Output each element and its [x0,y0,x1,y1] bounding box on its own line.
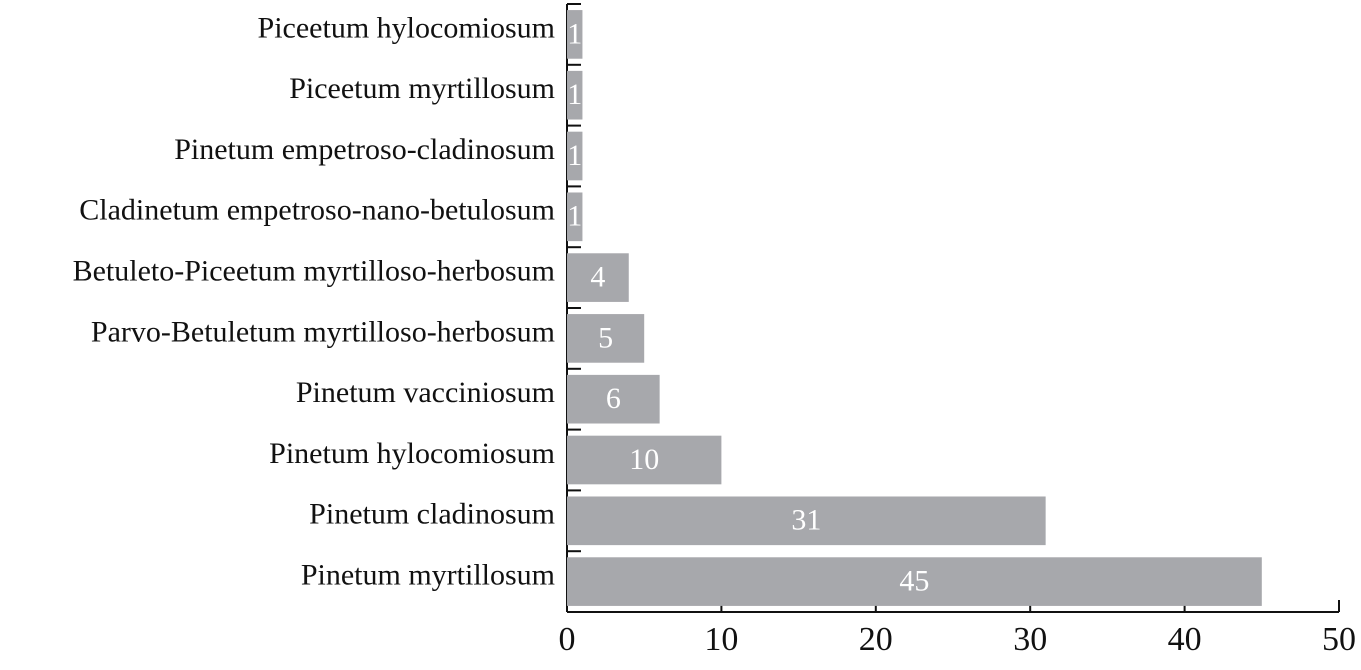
data-label: 6 [606,382,621,415]
y-tick-label: Pinetum hylocomiosum [269,437,555,470]
bar [567,192,583,242]
y-tick-label: Betuleto-Piceetum myrtilloso-herbosum [73,254,555,287]
bar [567,496,1046,546]
data-label: 1 [567,139,582,172]
y-tick-label: Parvo-Betuletum myrtilloso-herbosum [91,315,555,348]
y-tick-label: Pinetum empetroso-cladinosum [174,133,555,166]
bar [567,253,629,302]
data-label: 31 [791,504,821,537]
data-label: 1 [567,200,582,233]
bar [567,314,645,363]
data-label: 4 [590,260,605,293]
x-tick-label: 50 [1322,621,1356,658]
bar [567,10,583,59]
data-label: 5 [598,321,613,354]
bar [567,557,1262,606]
x-tick-label: 20 [859,621,893,658]
y-tick-label: Pinetum cladinosum [309,498,555,531]
y-tick-label: Piceetum myrtillosum [289,72,555,105]
data-label: 45 [899,564,929,597]
bar [567,70,583,120]
x-tick-label: 40 [1168,621,1202,658]
data-label: 10 [629,443,659,476]
y-tick-label: Piceetum hylocomiosum [258,11,555,44]
data-label: 1 [567,78,582,111]
data-label: 1 [567,17,582,50]
bar [567,435,722,485]
y-tick-label: Pinetum myrtillosum [301,558,555,591]
y-tick-label: Cladinetum empetroso-nano-betulosum [79,194,555,227]
bar [567,374,660,424]
x-tick-label: 10 [704,621,738,658]
bar [567,131,583,181]
x-tick-label: 30 [1013,621,1047,658]
y-tick-label: Pinetum vacciniosum [296,376,555,409]
x-tick-label: 0 [559,621,576,658]
